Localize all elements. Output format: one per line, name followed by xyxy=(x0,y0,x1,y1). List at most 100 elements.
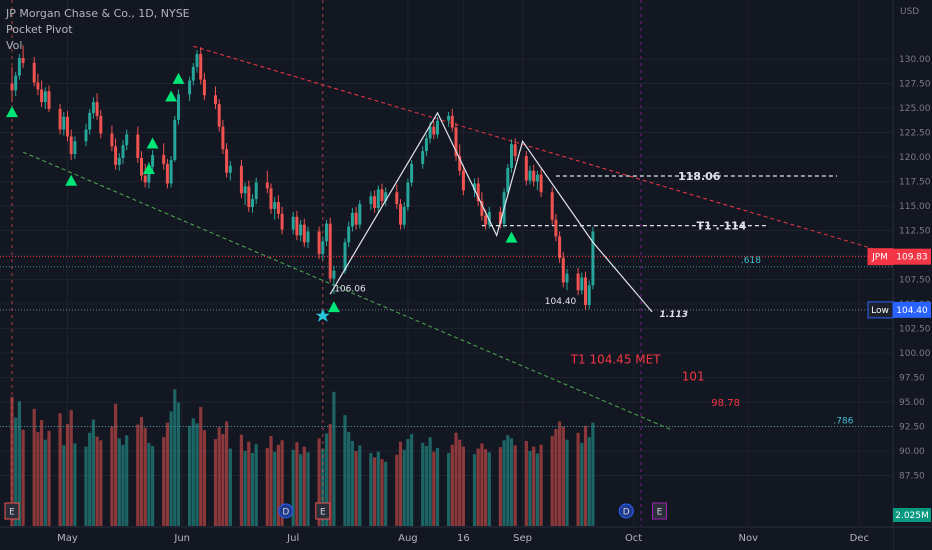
candle-body xyxy=(84,129,88,142)
candle-body xyxy=(487,211,491,225)
candle-body xyxy=(432,126,436,135)
time-tick-label: Jul xyxy=(286,533,299,544)
volume-bar xyxy=(114,403,118,526)
volume-bar xyxy=(213,439,218,526)
volume-bar xyxy=(188,425,192,526)
volume-bar xyxy=(502,440,506,526)
volume-bar xyxy=(58,413,62,526)
candle-body xyxy=(458,156,462,171)
volume-bar xyxy=(317,438,321,526)
volume-bar xyxy=(428,437,432,526)
pocket-pivot-icon xyxy=(146,137,159,149)
volume-bar xyxy=(273,451,277,526)
price-tick-label: 120.00 xyxy=(899,153,931,163)
time-tick-label: Dec xyxy=(850,533,869,544)
volume-bar xyxy=(380,459,384,526)
volume-bar xyxy=(591,422,595,526)
volume-bar xyxy=(47,430,51,526)
low-price-tag-value: 104.40 xyxy=(896,306,928,316)
volume-bar xyxy=(32,408,36,526)
volume-bar xyxy=(458,439,462,526)
candle-body xyxy=(17,58,21,76)
volume-bar xyxy=(324,433,329,526)
candle-body xyxy=(276,202,280,214)
pocket-pivot-icon xyxy=(505,231,518,243)
volume-bar xyxy=(295,442,299,526)
pocket-pivot-markers xyxy=(6,72,518,313)
label-104-40: 104.40 xyxy=(545,297,577,307)
volume-tag-bg xyxy=(893,508,931,522)
volume-bar xyxy=(36,432,40,526)
volume-bar xyxy=(354,451,358,526)
candle-body xyxy=(524,156,528,181)
candle-body xyxy=(66,116,69,137)
volume-bar xyxy=(306,452,310,526)
volume-bar xyxy=(247,441,251,526)
volume-bar xyxy=(402,449,406,526)
volume-bar xyxy=(291,449,295,526)
volume-bar xyxy=(17,401,21,526)
candle-body xyxy=(195,54,199,67)
volume-bar xyxy=(65,423,70,526)
time-tick-label: Oct xyxy=(625,533,642,544)
volume-tag-value: 2.025M xyxy=(895,511,929,521)
time-tick-label: Nov xyxy=(739,533,759,544)
volume-bar xyxy=(217,427,221,526)
candle-body xyxy=(214,95,217,105)
volume-bar xyxy=(421,442,425,526)
volume-bar xyxy=(461,446,465,526)
price-tick-label: 130.00 xyxy=(899,55,931,65)
volume-bar xyxy=(176,402,181,526)
volume-bar xyxy=(373,457,377,526)
candle-body xyxy=(480,201,484,216)
volume-bar xyxy=(558,421,562,526)
volume-bar xyxy=(162,437,166,526)
volume-bar xyxy=(69,410,73,526)
candle-body xyxy=(69,136,73,155)
candle-body xyxy=(265,182,269,189)
volume-bar xyxy=(73,443,77,526)
star-icon xyxy=(315,308,330,322)
candle-body xyxy=(354,212,358,225)
indicator-pocket-pivot[interactable]: Pocket Pivot xyxy=(6,23,73,36)
time-axis: May Jun Jul Aug 16 Sep Oct Nov Dec xyxy=(0,526,932,550)
volume-bar xyxy=(328,423,332,526)
volume-bar xyxy=(561,426,565,526)
volume-bar xyxy=(376,451,380,526)
candle-body xyxy=(558,236,562,258)
candle-body xyxy=(539,174,543,193)
volume-bar xyxy=(88,432,92,526)
earnings-marker-upcoming xyxy=(652,502,667,520)
candle-body xyxy=(399,204,402,225)
volume-bar xyxy=(406,439,410,526)
volume-bar xyxy=(147,442,151,526)
candle-body xyxy=(343,242,347,271)
candle-body xyxy=(528,170,532,181)
candle-body xyxy=(461,170,465,191)
volume-bar xyxy=(302,446,306,526)
volume-bar xyxy=(228,448,232,526)
volume-bar xyxy=(343,415,347,526)
volume-bar xyxy=(454,432,458,526)
volume-bar xyxy=(450,444,454,526)
volume-bar xyxy=(195,423,199,526)
label-t1-114: T1 . 114 xyxy=(697,220,747,233)
candle-body xyxy=(188,80,192,95)
candle-body xyxy=(125,134,129,146)
symbol-title[interactable]: JP Morgan Chase & Co., 1D, NYSE xyxy=(6,7,190,20)
volume-bar xyxy=(472,454,477,526)
candle-body xyxy=(40,89,44,103)
volume-bar xyxy=(484,449,488,526)
candle-body xyxy=(532,170,536,182)
volume-bar xyxy=(151,445,155,526)
volume-bar xyxy=(358,445,362,526)
candle-body xyxy=(14,75,18,91)
candle-body xyxy=(169,159,173,184)
volume-bar xyxy=(424,445,428,526)
last-price-tag-value-bg xyxy=(893,248,931,265)
candle-body xyxy=(373,196,377,208)
indicator-volume[interactable]: Vol xyxy=(6,39,23,52)
pocket-pivot-icon xyxy=(142,163,155,174)
